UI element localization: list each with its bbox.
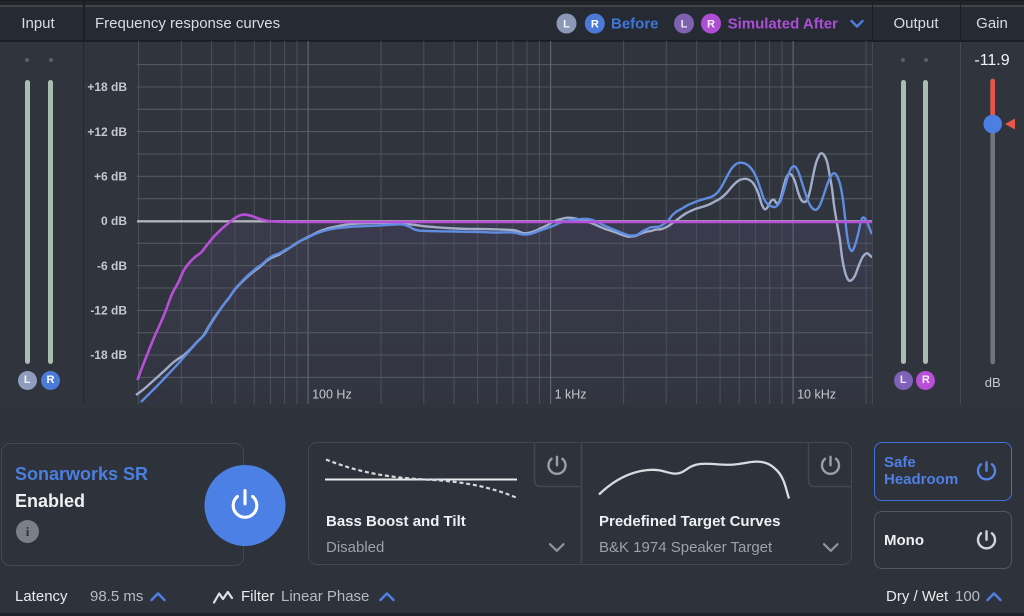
svg-text:Before: Before <box>611 16 659 33</box>
svg-text:-6 dB: -6 dB <box>97 259 127 273</box>
svg-text:100 Hz: 100 Hz <box>312 388 352 402</box>
svg-text:0 dB: 0 dB <box>101 214 127 228</box>
svg-text:R: R <box>591 19 599 31</box>
svg-text:R: R <box>707 19 715 31</box>
svg-text:-18 dB: -18 dB <box>90 348 127 362</box>
svg-text:+18 dB: +18 dB <box>87 80 127 94</box>
svg-text:+12 dB: +12 dB <box>87 125 127 139</box>
svg-text:+6 dB: +6 dB <box>94 170 127 184</box>
svg-text:10 kHz: 10 kHz <box>797 388 836 402</box>
svg-text:Simulated After: Simulated After <box>728 16 838 33</box>
svg-text:1 kHz: 1 kHz <box>555 388 587 402</box>
svg-text:dB: dB <box>985 375 1001 390</box>
svg-text:L: L <box>563 19 570 31</box>
svg-text:L: L <box>681 19 688 31</box>
svg-text:-12 dB: -12 dB <box>90 304 127 318</box>
